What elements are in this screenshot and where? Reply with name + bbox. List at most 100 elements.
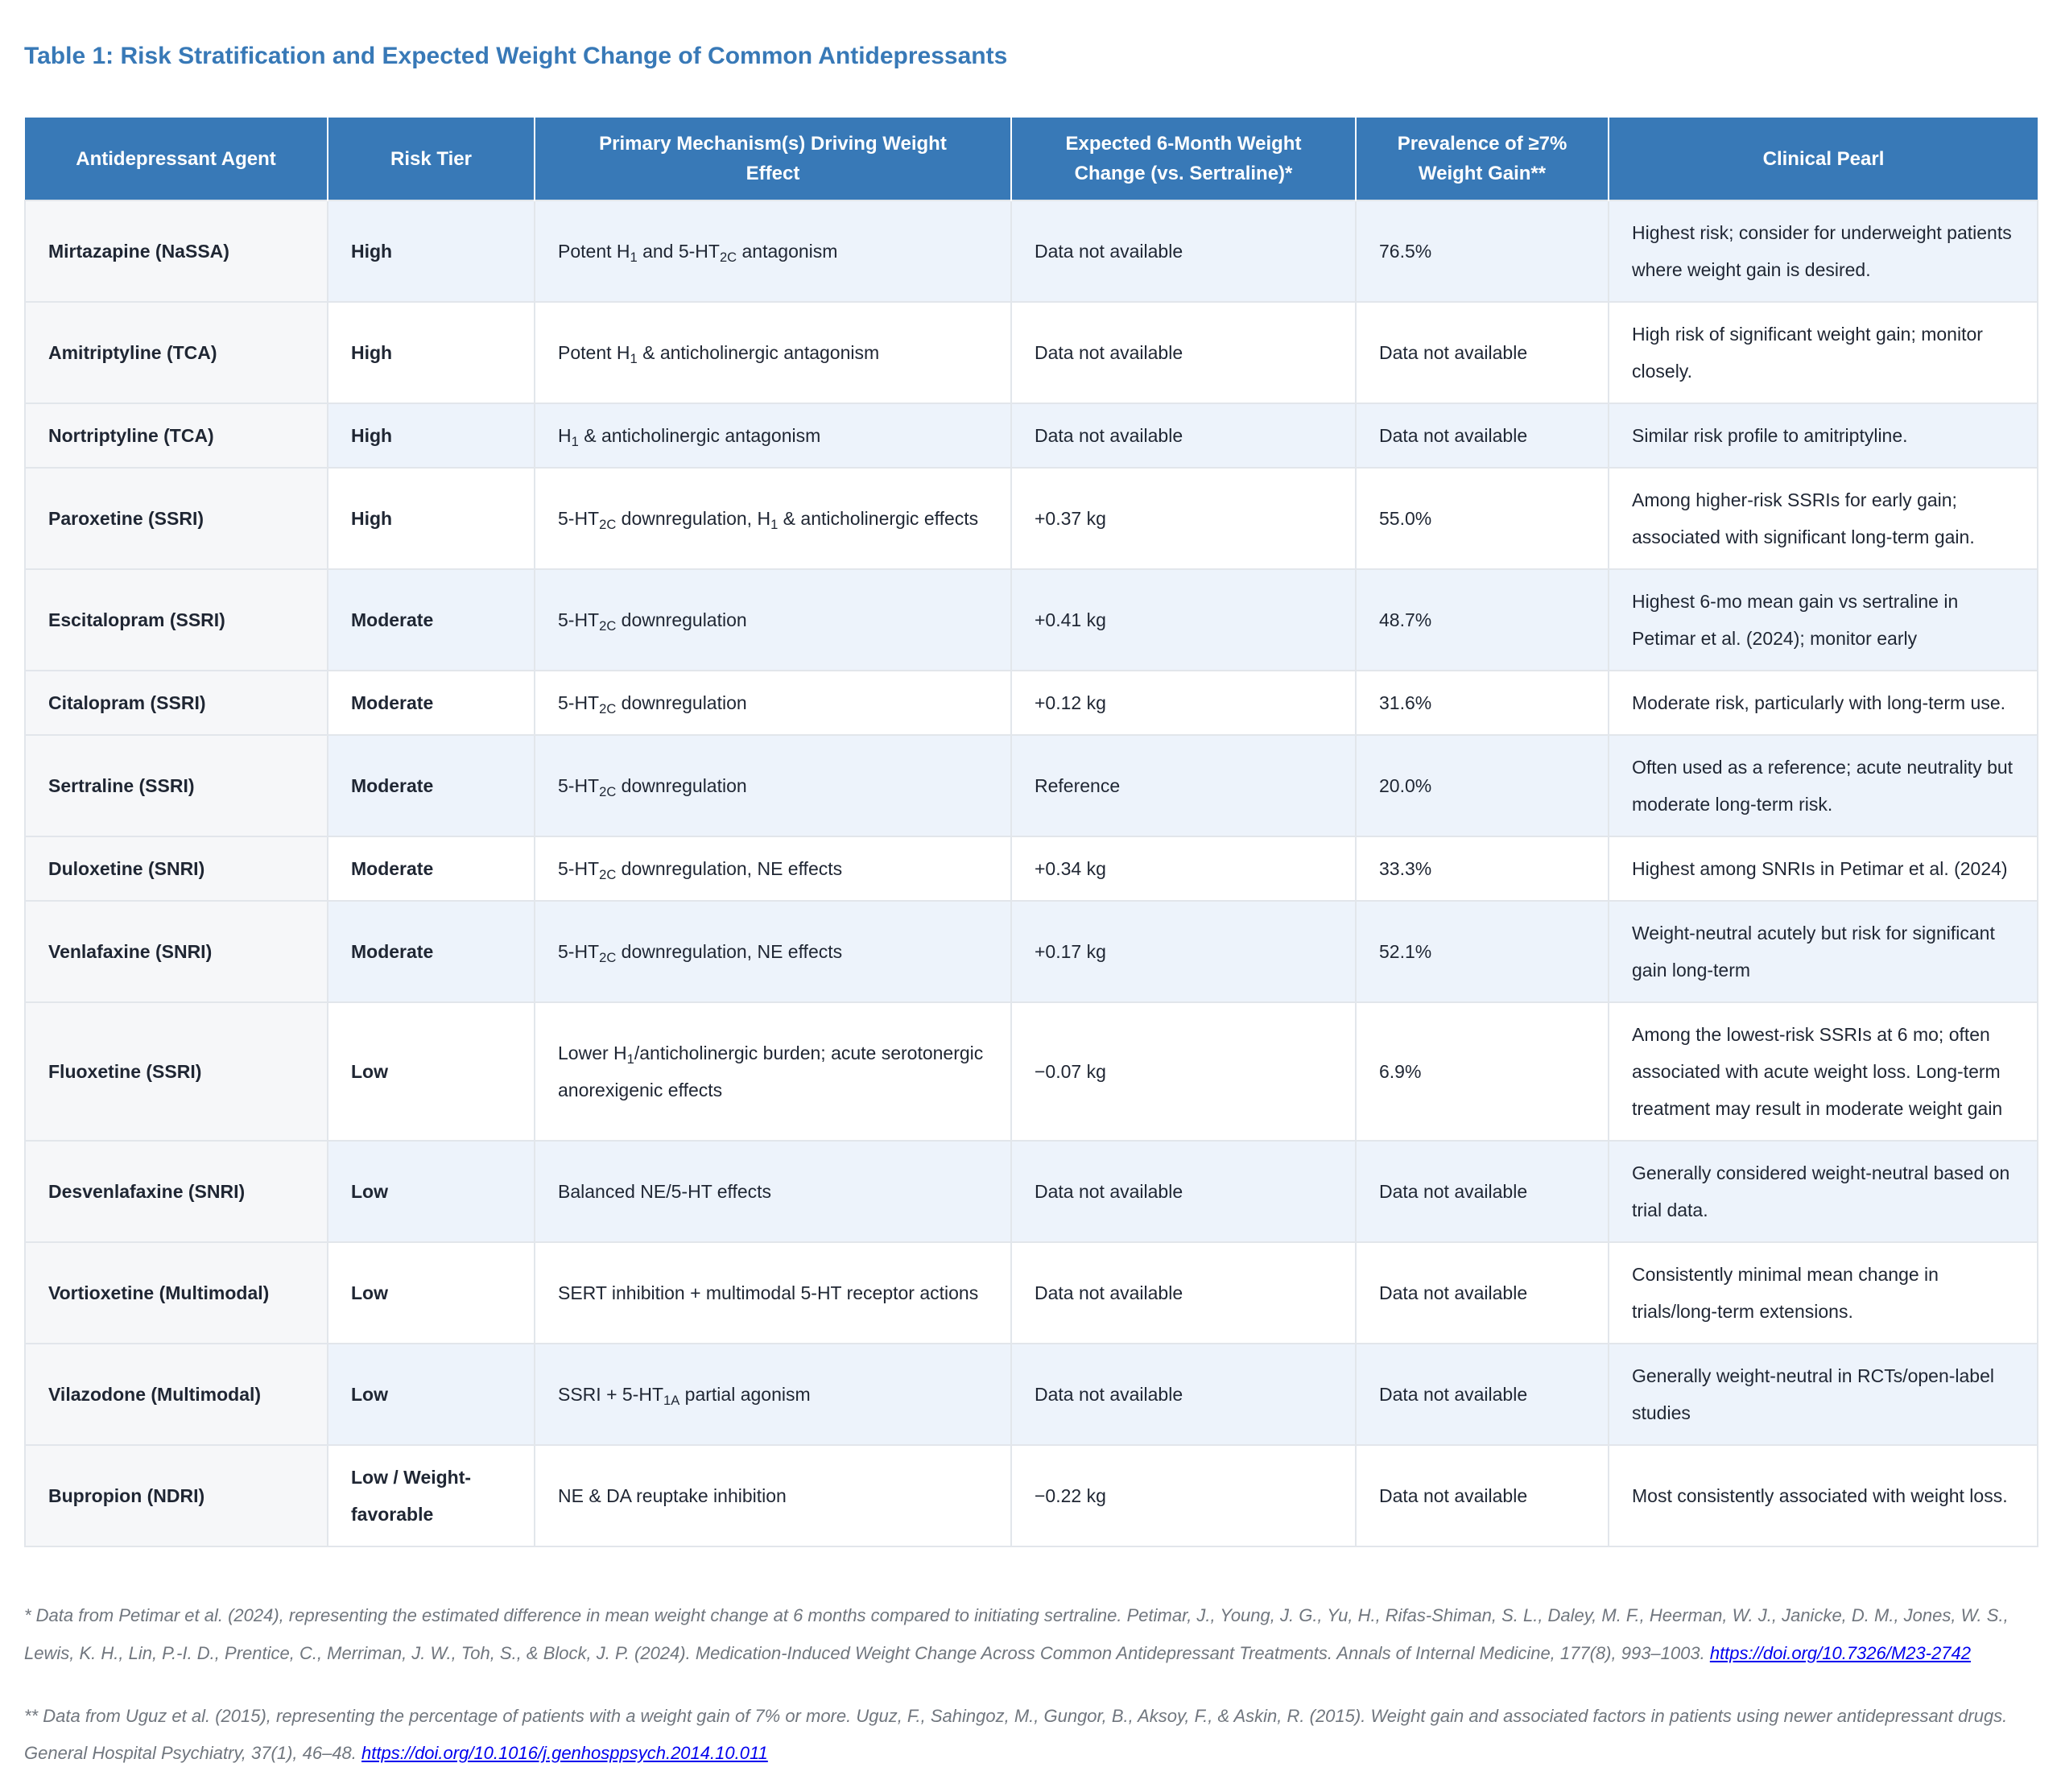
cell-agent: Desvenlafaxine (SNRI) xyxy=(24,1140,328,1244)
cell-prevalence: 31.6% xyxy=(1355,670,1609,737)
cell-risk-tier: Low / Weight-favorable xyxy=(327,1444,535,1548)
cell-risk-tier: High xyxy=(327,200,535,303)
cell-clinical-pearl: Similar risk profile to amitriptyline. xyxy=(1608,403,2038,469)
doi-link-petimar[interactable]: https://doi.org/10.7326/M23-2742 xyxy=(1709,1642,1971,1663)
cell-clinical-pearl: Consistently minimal mean change in tria… xyxy=(1608,1241,2038,1345)
cell-agent: Mirtazapine (NaSSA) xyxy=(24,200,328,303)
table-row: Paroxetine (SSRI) High 5-HT2C downregulati… xyxy=(24,467,2038,571)
column-header-clinical-pearl: Clinical Pearl xyxy=(1608,118,2038,201)
footnote-petimar: * Data from Petimar et al. (2024), repre… xyxy=(24,1597,2037,1671)
cell-mechanism: Potent H1 and 5-HT2C antagonism xyxy=(534,200,1012,303)
cell-prevalence: Data not available xyxy=(1355,403,1609,469)
cell-clinical-pearl: Among higher-risk SSRIs for early gain; … xyxy=(1608,467,2038,571)
cell-agent: Vilazodone (Multimodal) xyxy=(24,1343,328,1447)
table-row: Nortriptyline (TCA) High H1 & anticholiner… xyxy=(24,403,2038,469)
table-row: Sertraline (SSRI) Moderate 5-HT2C downregu… xyxy=(24,734,2038,838)
cell-prevalence: 55.0% xyxy=(1355,467,1609,571)
table-row: Bupropion (NDRI) Low / Weight-favorable NE… xyxy=(24,1444,2038,1548)
cell-weight-change: −0.07 kg xyxy=(1010,1001,1357,1142)
footnote-uguz: ** Data from Uguz et al. (2015), represe… xyxy=(24,1698,2037,1772)
column-header-mechanism: Primary Mechanism(s) Driving Weight Effe… xyxy=(534,118,1011,201)
table-row: Vortioxetine (Multimodal) Low SERT inhibit… xyxy=(24,1241,2038,1345)
cell-mechanism: 5-HT2C downregulation xyxy=(534,734,1012,838)
cell-prevalence: 20.0% xyxy=(1355,734,1609,838)
cell-prevalence: Data not available xyxy=(1355,1241,1609,1345)
column-header-risk-tier: Risk Tier xyxy=(327,118,535,201)
cell-weight-change: Data not available xyxy=(1010,1343,1357,1447)
cell-mechanism: SERT inhibition + multimodal 5-HT recept… xyxy=(534,1241,1012,1345)
table-row: Mirtazapine (NaSSA) High Potent H1 and 5-H… xyxy=(24,200,2038,303)
column-header-weight-change: Expected 6-Month Weight Change (vs. Sert… xyxy=(1010,118,1356,201)
cell-agent: Citalopram (SSRI) xyxy=(24,670,328,737)
cell-mechanism: 5-HT2C downregulation, H1 & anticholiner… xyxy=(534,467,1012,571)
cell-clinical-pearl: Highest among SNRIs in Petimar et al. (2… xyxy=(1608,836,2038,902)
doi-link-uguz[interactable]: https://doi.org/10.1016/j.genhosppsych.2… xyxy=(361,1742,768,1763)
cell-weight-change: +0.41 kg xyxy=(1010,568,1357,672)
cell-clinical-pearl: Highest risk; consider for underweight p… xyxy=(1608,200,2038,303)
footnote-petimar-text: * Data from Petimar et al. (2024), repre… xyxy=(24,1605,2009,1663)
table-row: Venlafaxine (SNRI) Moderate 5-HT2C downreg… xyxy=(24,900,2038,1004)
table-row: Citalopram (SSRI) Moderate 5-HT2C downregu… xyxy=(24,670,2038,737)
cell-weight-change: Data not available xyxy=(1010,301,1357,405)
cell-weight-change: Data not available xyxy=(1010,200,1357,303)
table-row: Desvenlafaxine (SNRI) Low Balanced NE/5-HT… xyxy=(24,1140,2038,1244)
table-body: Mirtazapine (NaSSA) High Potent H1 and 5-H… xyxy=(24,200,2038,1548)
cell-agent: Paroxetine (SSRI) xyxy=(24,467,328,571)
cell-mechanism: Lower H1/anticholinergic burden; acute s… xyxy=(534,1001,1012,1142)
cell-weight-change: +0.17 kg xyxy=(1010,900,1357,1004)
cell-prevalence: 76.5% xyxy=(1355,200,1609,303)
cell-clinical-pearl: Moderate risk, particularly with long-te… xyxy=(1608,670,2038,737)
cell-risk-tier: Moderate xyxy=(327,734,535,838)
cell-weight-change: −0.22 kg xyxy=(1010,1444,1357,1548)
cell-weight-change: Data not available xyxy=(1010,403,1357,469)
cell-weight-change: +0.34 kg xyxy=(1010,836,1357,902)
cell-agent: Fluoxetine (SSRI) xyxy=(24,1001,328,1142)
cell-risk-tier: Low xyxy=(327,1343,535,1447)
footnote-uguz-text: ** Data from Uguz et al. (2015), represe… xyxy=(24,1705,2008,1763)
cell-clinical-pearl: Highest 6-mo mean gain vs sertraline in … xyxy=(1608,568,2038,672)
cell-risk-tier: Low xyxy=(327,1241,535,1345)
table-row: Amitriptyline (TCA) High Potent H1 & antic… xyxy=(24,301,2038,405)
cell-mechanism: 5-HT2C downregulation xyxy=(534,568,1012,672)
cell-risk-tier: Moderate xyxy=(327,836,535,902)
cell-risk-tier: Moderate xyxy=(327,900,535,1004)
column-header-prevalence: Prevalence of ≥7% Weight Gain** xyxy=(1355,118,1609,201)
column-header-agent: Antidepressant Agent xyxy=(25,118,328,201)
cell-prevalence: 52.1% xyxy=(1355,900,1609,1004)
table-row: Duloxetine (SNRI) Moderate 5-HT2C downregu… xyxy=(24,836,2038,902)
antidepressant-risk-table: Antidepressant Agent Risk Tier Primary M… xyxy=(24,118,2038,1548)
cell-prevalence: 48.7% xyxy=(1355,568,1609,672)
cell-weight-change: Data not available xyxy=(1010,1140,1357,1244)
table-row: Vilazodone (Multimodal) Low SSRI + 5-HT1A … xyxy=(24,1343,2038,1447)
cell-risk-tier: Low xyxy=(327,1140,535,1244)
table-row: Fluoxetine (SSRI) Low Lower H1/anticholine… xyxy=(24,1001,2038,1142)
cell-mechanism: 5-HT2C downregulation, NE effects xyxy=(534,900,1012,1004)
cell-agent: Nortriptyline (TCA) xyxy=(24,403,328,469)
cell-agent: Duloxetine (SNRI) xyxy=(24,836,328,902)
cell-risk-tier: Moderate xyxy=(327,568,535,672)
page-title: Table 1: Risk Stratification and Expecte… xyxy=(24,43,1008,69)
cell-mechanism: Balanced NE/5-HT effects xyxy=(534,1140,1012,1244)
table-row: Escitalopram (SSRI) Moderate 5-HT2C downre… xyxy=(24,568,2038,672)
cell-mechanism: Potent H1 & anticholinergic antagonism xyxy=(534,301,1012,405)
cell-prevalence: 33.3% xyxy=(1355,836,1609,902)
cell-clinical-pearl: Often used as a reference; acute neutral… xyxy=(1608,734,2038,838)
cell-risk-tier: Moderate xyxy=(327,670,535,737)
cell-weight-change: Data not available xyxy=(1010,1241,1357,1345)
cell-prevalence: 6.9% xyxy=(1355,1001,1609,1142)
cell-agent: Bupropion (NDRI) xyxy=(24,1444,328,1548)
cell-clinical-pearl: Weight-neutral acutely but risk for sign… xyxy=(1608,900,2038,1004)
cell-agent: Vortioxetine (Multimodal) xyxy=(24,1241,328,1345)
cell-mechanism: SSRI + 5-HT1A partial agonism xyxy=(534,1343,1012,1447)
cell-weight-change: +0.37 kg xyxy=(1010,467,1357,571)
cell-weight-change: +0.12 kg xyxy=(1010,670,1357,737)
cell-risk-tier: High xyxy=(327,403,535,469)
cell-clinical-pearl: Generally weight-neutral in RCTs/open-la… xyxy=(1608,1343,2038,1447)
footnotes: * Data from Petimar et al. (2024), repre… xyxy=(24,1597,2037,1772)
header-row: Antidepressant Agent Risk Tier Primary M… xyxy=(25,118,2038,201)
cell-clinical-pearl: Generally considered weight-neutral base… xyxy=(1608,1140,2038,1244)
cell-mechanism: 5-HT2C downregulation, NE effects xyxy=(534,836,1012,902)
cell-agent: Sertraline (SSRI) xyxy=(24,734,328,838)
cell-agent: Venlafaxine (SNRI) xyxy=(24,900,328,1004)
